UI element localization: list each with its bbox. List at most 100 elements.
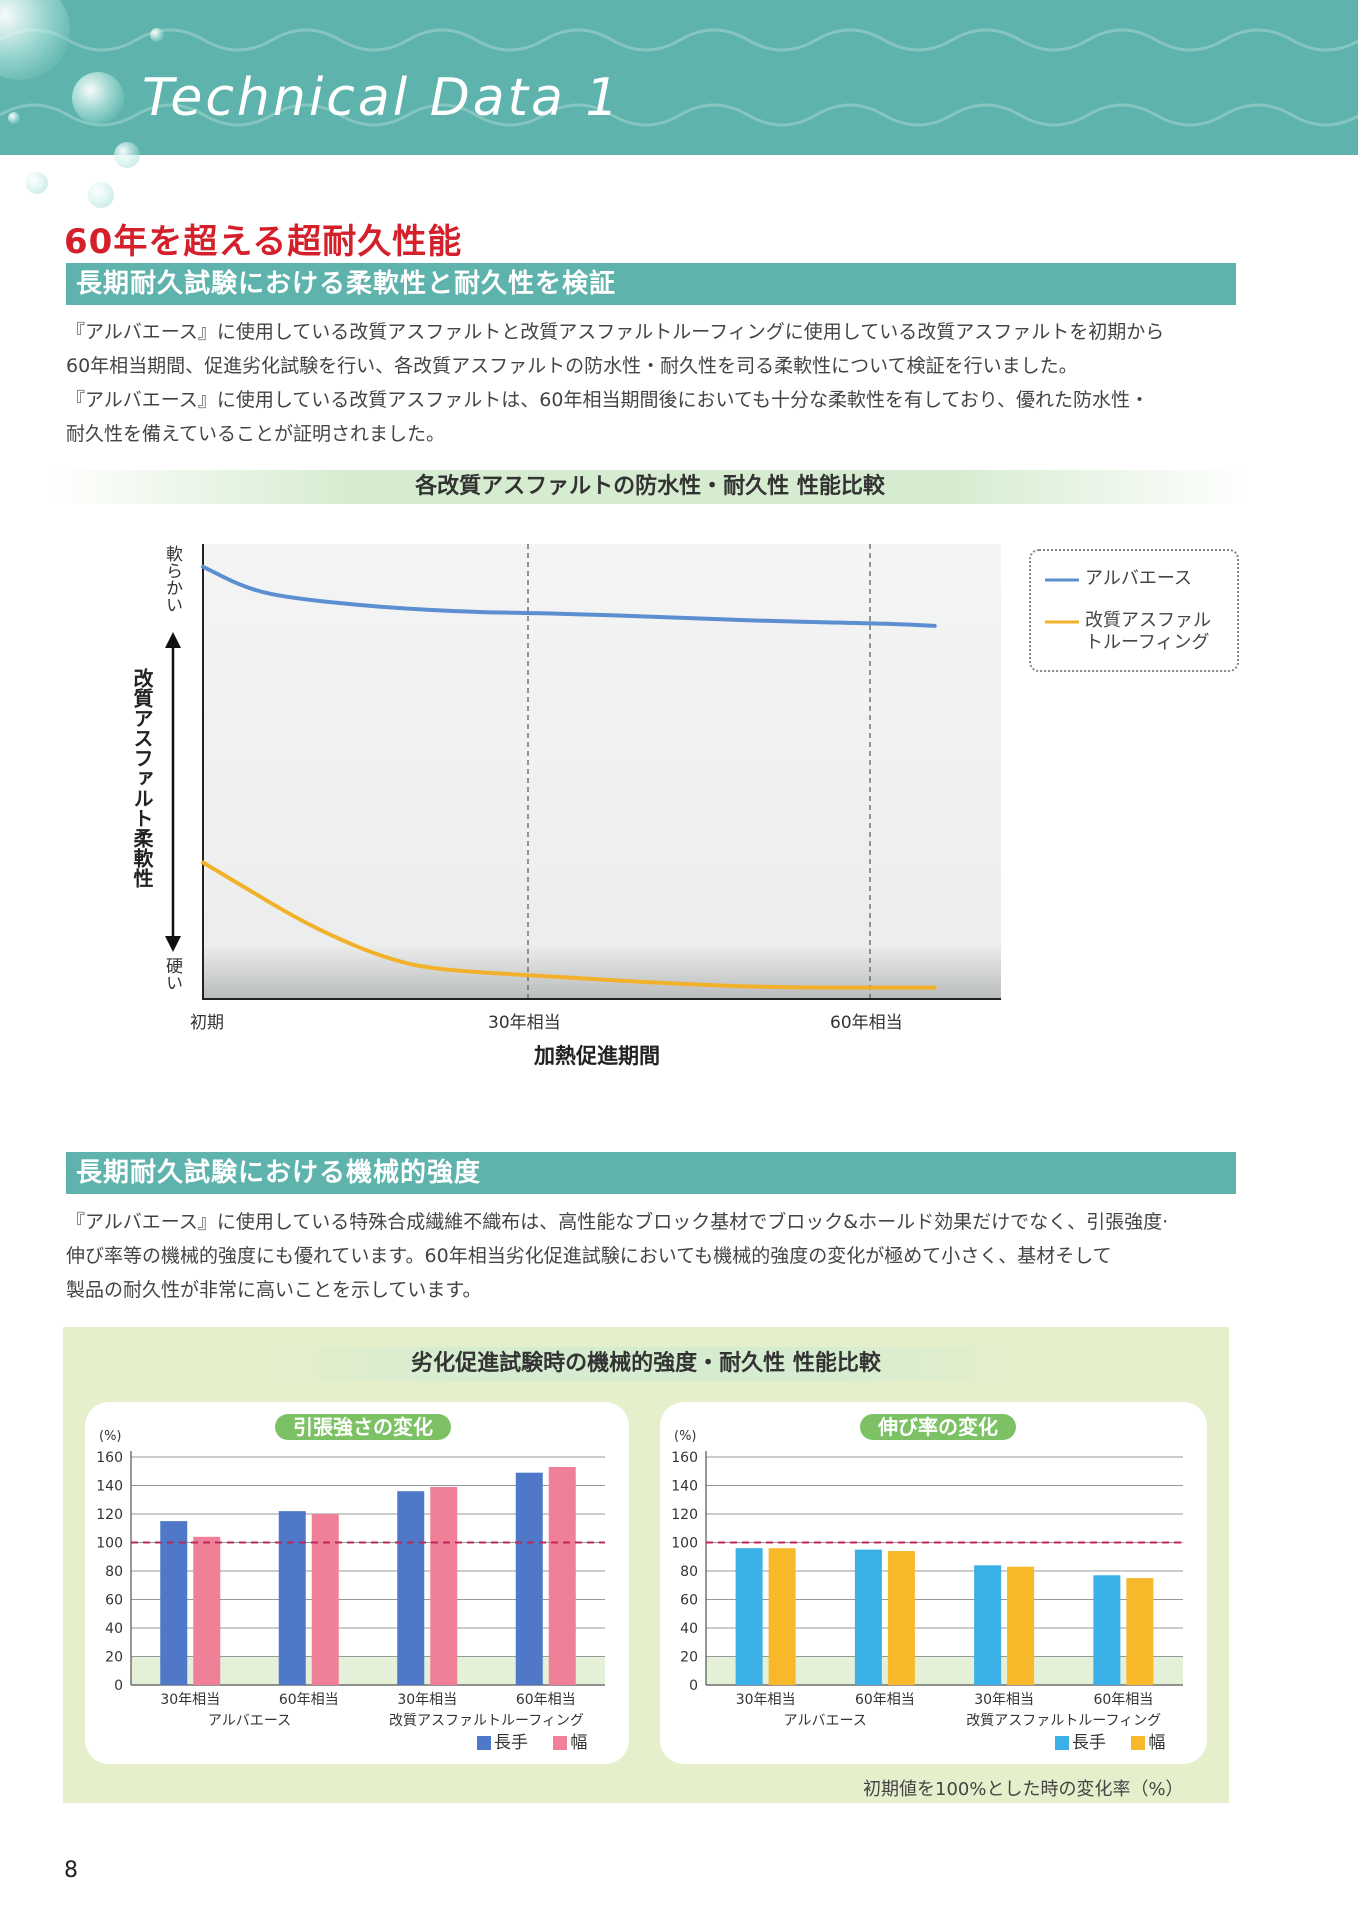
wave-pattern [0,28,1358,52]
elongation-legend: 長手 幅 [1055,1728,1165,1753]
line-chart-legend: アルバエース 改質アスファルトルーフィング [1029,549,1239,672]
y-tick-label: 80 [105,1564,123,1580]
bar-panel-heading: 劣化促進試験時の機械的強度・耐久性 性能比較 [263,1347,1029,1381]
bar-長手 [160,1521,188,1685]
bar-長手 [854,1549,882,1685]
bubble-decoration [72,72,124,124]
bar-長手 [974,1565,1002,1685]
legend-label-albaace: アルバエース [1085,568,1192,589]
text-line: 『アルバエース』に使用している特殊合成繊維不織布は、高性能なブロック基材でブロッ… [66,1211,1169,1233]
y-axis-bottom-label: 硬い [162,957,182,991]
y-tick-label: 0 [114,1678,123,1694]
arrow-up-icon [165,632,181,648]
elongation-chart-title: 伸び率の変化 [860,1414,1016,1440]
bar-長手 [397,1491,425,1685]
wave-pattern [0,103,1358,127]
legend-label-width: 幅 [1148,1733,1166,1753]
x-axis-title: 加熱促進期間 [534,1044,660,1068]
bubble-decoration [26,172,48,194]
section2-text: 『アルバエース』に使用している特殊合成繊維不織布は、高性能なブロック基材でブロッ… [66,1205,1246,1307]
y-tick-label: 40 [680,1621,698,1637]
bar-幅 [430,1486,458,1685]
tensile-chart-card: 引張強さの変化 0 20 40 60 80 100 120 140 160 (%) 30年相当 60年… [85,1402,629,1764]
bar-長手 [1093,1575,1121,1685]
plot-area [203,544,1001,999]
x-tick-label: 60年相当 [855,1692,915,1708]
text-line: 伸び率等の機械的強度にも優れています。60年相当劣化促進試験においても機械的強度… [66,1245,1112,1267]
text-line: 耐久性を備えていることが証明されました。 [66,423,446,445]
bar-長手 [515,1472,543,1685]
page-header-title: Technical Data 1 [142,68,622,128]
tensile-legend: 長手 幅 [477,1728,587,1753]
x-group-label: アルバエース [784,1713,867,1729]
x-group-label: 改質アスファルトルーフィング [389,1713,584,1729]
legend-line-roofing [1045,620,1079,624]
y-unit-label: (%) [674,1429,697,1444]
bubble-decoration [88,182,114,208]
legend-label-length: 長手 [494,1733,528,1753]
y-unit-label: (%) [99,1429,122,1444]
x-tick-label: 30年相当 [160,1692,220,1708]
line-series-1 [201,860,937,990]
bubble-decoration [8,112,20,124]
y-tick-label: 0 [689,1678,698,1694]
legend-swatch-length [1055,1736,1069,1750]
bar-幅 [1126,1578,1154,1685]
y-tick-label: 80 [680,1564,698,1580]
y-tick-label: 160 [96,1450,123,1466]
tensile-bar-chart: 0 20 40 60 80 100 120 140 160 (%) 30年相当 60年相当 30年相当 6… [96,1429,605,1729]
section-heading-flexibility: 長期耐久試験における柔軟性と耐久性を検証 [66,263,1236,305]
tensile-chart-title: 引張強さの変化 [275,1414,451,1440]
bar-幅 [548,1466,576,1685]
text-line: 製品の耐久性が非常に高いことを示しています。 [66,1279,482,1301]
y-tick-label: 120 [671,1507,698,1523]
y-tick-label: 140 [671,1479,698,1495]
elongation-bar-chart: 0 20 40 60 80 100 120 140 160 (%) 30年相当 60年相当 30年相当 6… [671,1429,1183,1729]
y-tick-label: 60 [105,1593,123,1609]
legend-swatch-width [1131,1736,1146,1750]
x-tick-label: 60年相当 [516,1692,576,1708]
text-line: 『アルバエース』に使用している改質アスファルトは、60年相当期間後においても十分… [66,389,1150,411]
y-tick-label: 20 [105,1650,123,1666]
x-tick-label: 初期 [190,1013,224,1033]
elongation-chart-card: 伸び率の変化 0 20 40 60 80 100 120 140 160 (%) 30年相当 60年相… [660,1402,1207,1764]
bubble-decoration [114,142,140,168]
bar-長手 [735,1548,763,1685]
legend-swatch-length [477,1736,491,1750]
legend-label-roofing: 改質アスファルトルーフィング [1085,610,1211,653]
bar-chart-panel: 劣化促進試験時の機械的強度・耐久性 性能比較 引張強さの変化 0 20 40 60 80… [63,1327,1229,1803]
x-tick-label: 60年相当 [279,1692,339,1708]
x-group-label: アルバエース [208,1713,291,1729]
line-chart [165,544,1001,1000]
line-chart-heading: 各改質アスファルトの防水性・耐久性 性能比較 [50,470,1250,504]
legend-label-width: 幅 [570,1733,588,1753]
y-tick-label: 120 [96,1507,123,1523]
section1-text: 『アルバエース』に使用している改質アスファルトと改質アスファルトルーフィングに使… [66,315,1246,451]
y-tick-label: 100 [96,1536,123,1552]
x-tick-label: 30年相当 [736,1692,796,1708]
x-tick-label: 30年相当 [488,1013,561,1033]
bar-幅 [768,1548,796,1685]
page-number: 8 [64,1858,78,1883]
bar-panel-note: 初期値を100%とした時の変化率（%） [863,1779,1184,1800]
bar-幅 [311,1514,339,1685]
text-line: 60年相当期間、促進劣化試験を行い、各改質アスファルトの防水性・耐久性を司る柔軟… [66,355,1078,377]
y-axis-title: 改質アスファルト柔軟性 [130,668,154,888]
x-tick-label: 60年相当 [1093,1692,1153,1708]
y-tick-label: 60 [680,1593,698,1609]
bar-長手 [278,1511,306,1685]
bar-幅 [887,1551,915,1685]
y-tick-label: 140 [96,1479,123,1495]
legend-line-albaace [1045,578,1079,582]
legend-swatch-width [553,1736,568,1750]
x-group-label: 改質アスファルトルーフィング [966,1713,1161,1729]
line-series-0 [201,564,937,628]
y-tick-label: 100 [671,1536,698,1552]
arrow-down-icon [165,936,181,952]
x-tick-label: 60年相当 [830,1013,903,1033]
y-tick-label: 160 [671,1450,698,1466]
y-axis-top-label: 軟らかい [162,545,182,613]
y-tick-label: 20 [680,1650,698,1666]
bubble-decoration [150,28,164,42]
line-series-group [201,564,937,990]
